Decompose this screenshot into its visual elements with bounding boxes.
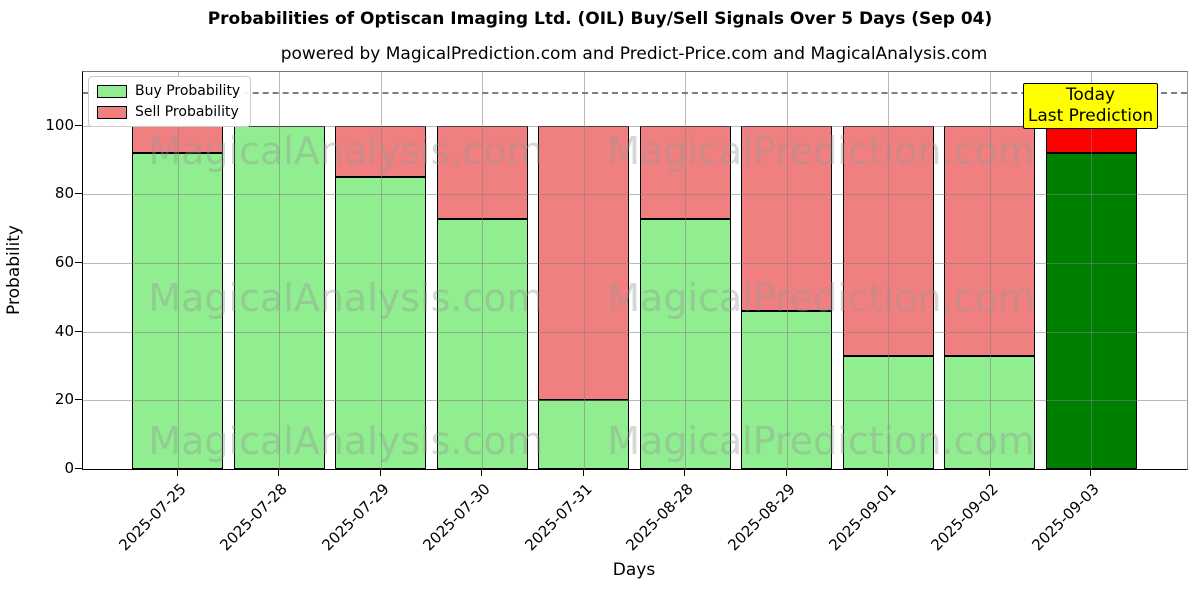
legend-item: Buy Probability [97,83,240,99]
y-tick-label: 80 [54,184,74,203]
reference-dashed-line [83,91,1187,94]
bar-segment-buy [436,218,528,469]
y-tick-mark [75,193,82,195]
x-tick-mark [988,469,990,476]
x-tick-mark [176,469,178,476]
bar-segment-buy [132,153,223,469]
y-tick-label: 40 [54,321,74,340]
x-tick-mark [785,469,787,476]
x-tick-mark [278,469,280,476]
bar-segment-sell [1045,125,1137,154]
x-tick-label: 2025-07-25 [114,480,190,555]
y-tick-mark [75,262,82,264]
bar-segment-sell [842,125,934,356]
bar-segment-sell [132,125,223,154]
today-annotation-line2: Last Prediction [1027,106,1154,126]
bar-segment-sell [335,125,427,178]
today-annotation-line1: Today [1065,85,1116,105]
bar-segment-buy [741,311,833,469]
legend-swatch [97,84,127,98]
legend: Buy Probability Sell Probability [88,76,252,127]
y-tick-label: 100 [45,115,74,134]
bar-segment-buy [944,355,1036,469]
bar-segment-sell [639,125,731,219]
y-tick-label: 0 [64,459,74,477]
legend-item-label: Buy Probability [135,83,241,99]
x-tick-mark [379,469,381,476]
chart-title: Probabilities of Optiscan Imaging Ltd. (… [207,9,993,29]
bar-segment-buy [1045,153,1137,469]
x-tick-mark [684,469,686,476]
legend-item: Sell Probability [97,104,240,120]
y-tick-label: 60 [54,253,74,272]
x-tick-mark [582,469,584,476]
y-tick-label: 20 [54,390,74,409]
legend-swatch [97,105,127,119]
y-tick-mark [75,399,82,401]
legend-item-label: Sell Probability [135,104,239,120]
bar-segment-sell [944,125,1036,356]
bar-segment-buy [639,218,731,469]
x-tick-mark [1090,469,1092,476]
plot-area: MagicalAnalysis.com MagicalPrediction.com… [82,71,1188,470]
bar-segment-buy [538,400,630,469]
chart-subtitle: powered by MagicalPrediction.com and Pre… [280,44,988,64]
x-axis-label: Days [612,560,656,580]
bar-segment-buy [842,355,934,469]
bar-segment-buy [335,177,427,469]
y-tick-mark [75,124,82,126]
bar-segment-sell [436,125,528,219]
today-annotation: Today Last Prediction [1023,83,1158,129]
x-tick-mark [887,469,889,476]
bar-segment-sell [538,125,630,401]
y-tick-mark [75,468,82,469]
y-tick-mark [75,330,82,332]
bar-segment-sell [741,125,833,312]
bar-segment-buy [233,125,325,469]
x-tick-mark [481,469,483,476]
